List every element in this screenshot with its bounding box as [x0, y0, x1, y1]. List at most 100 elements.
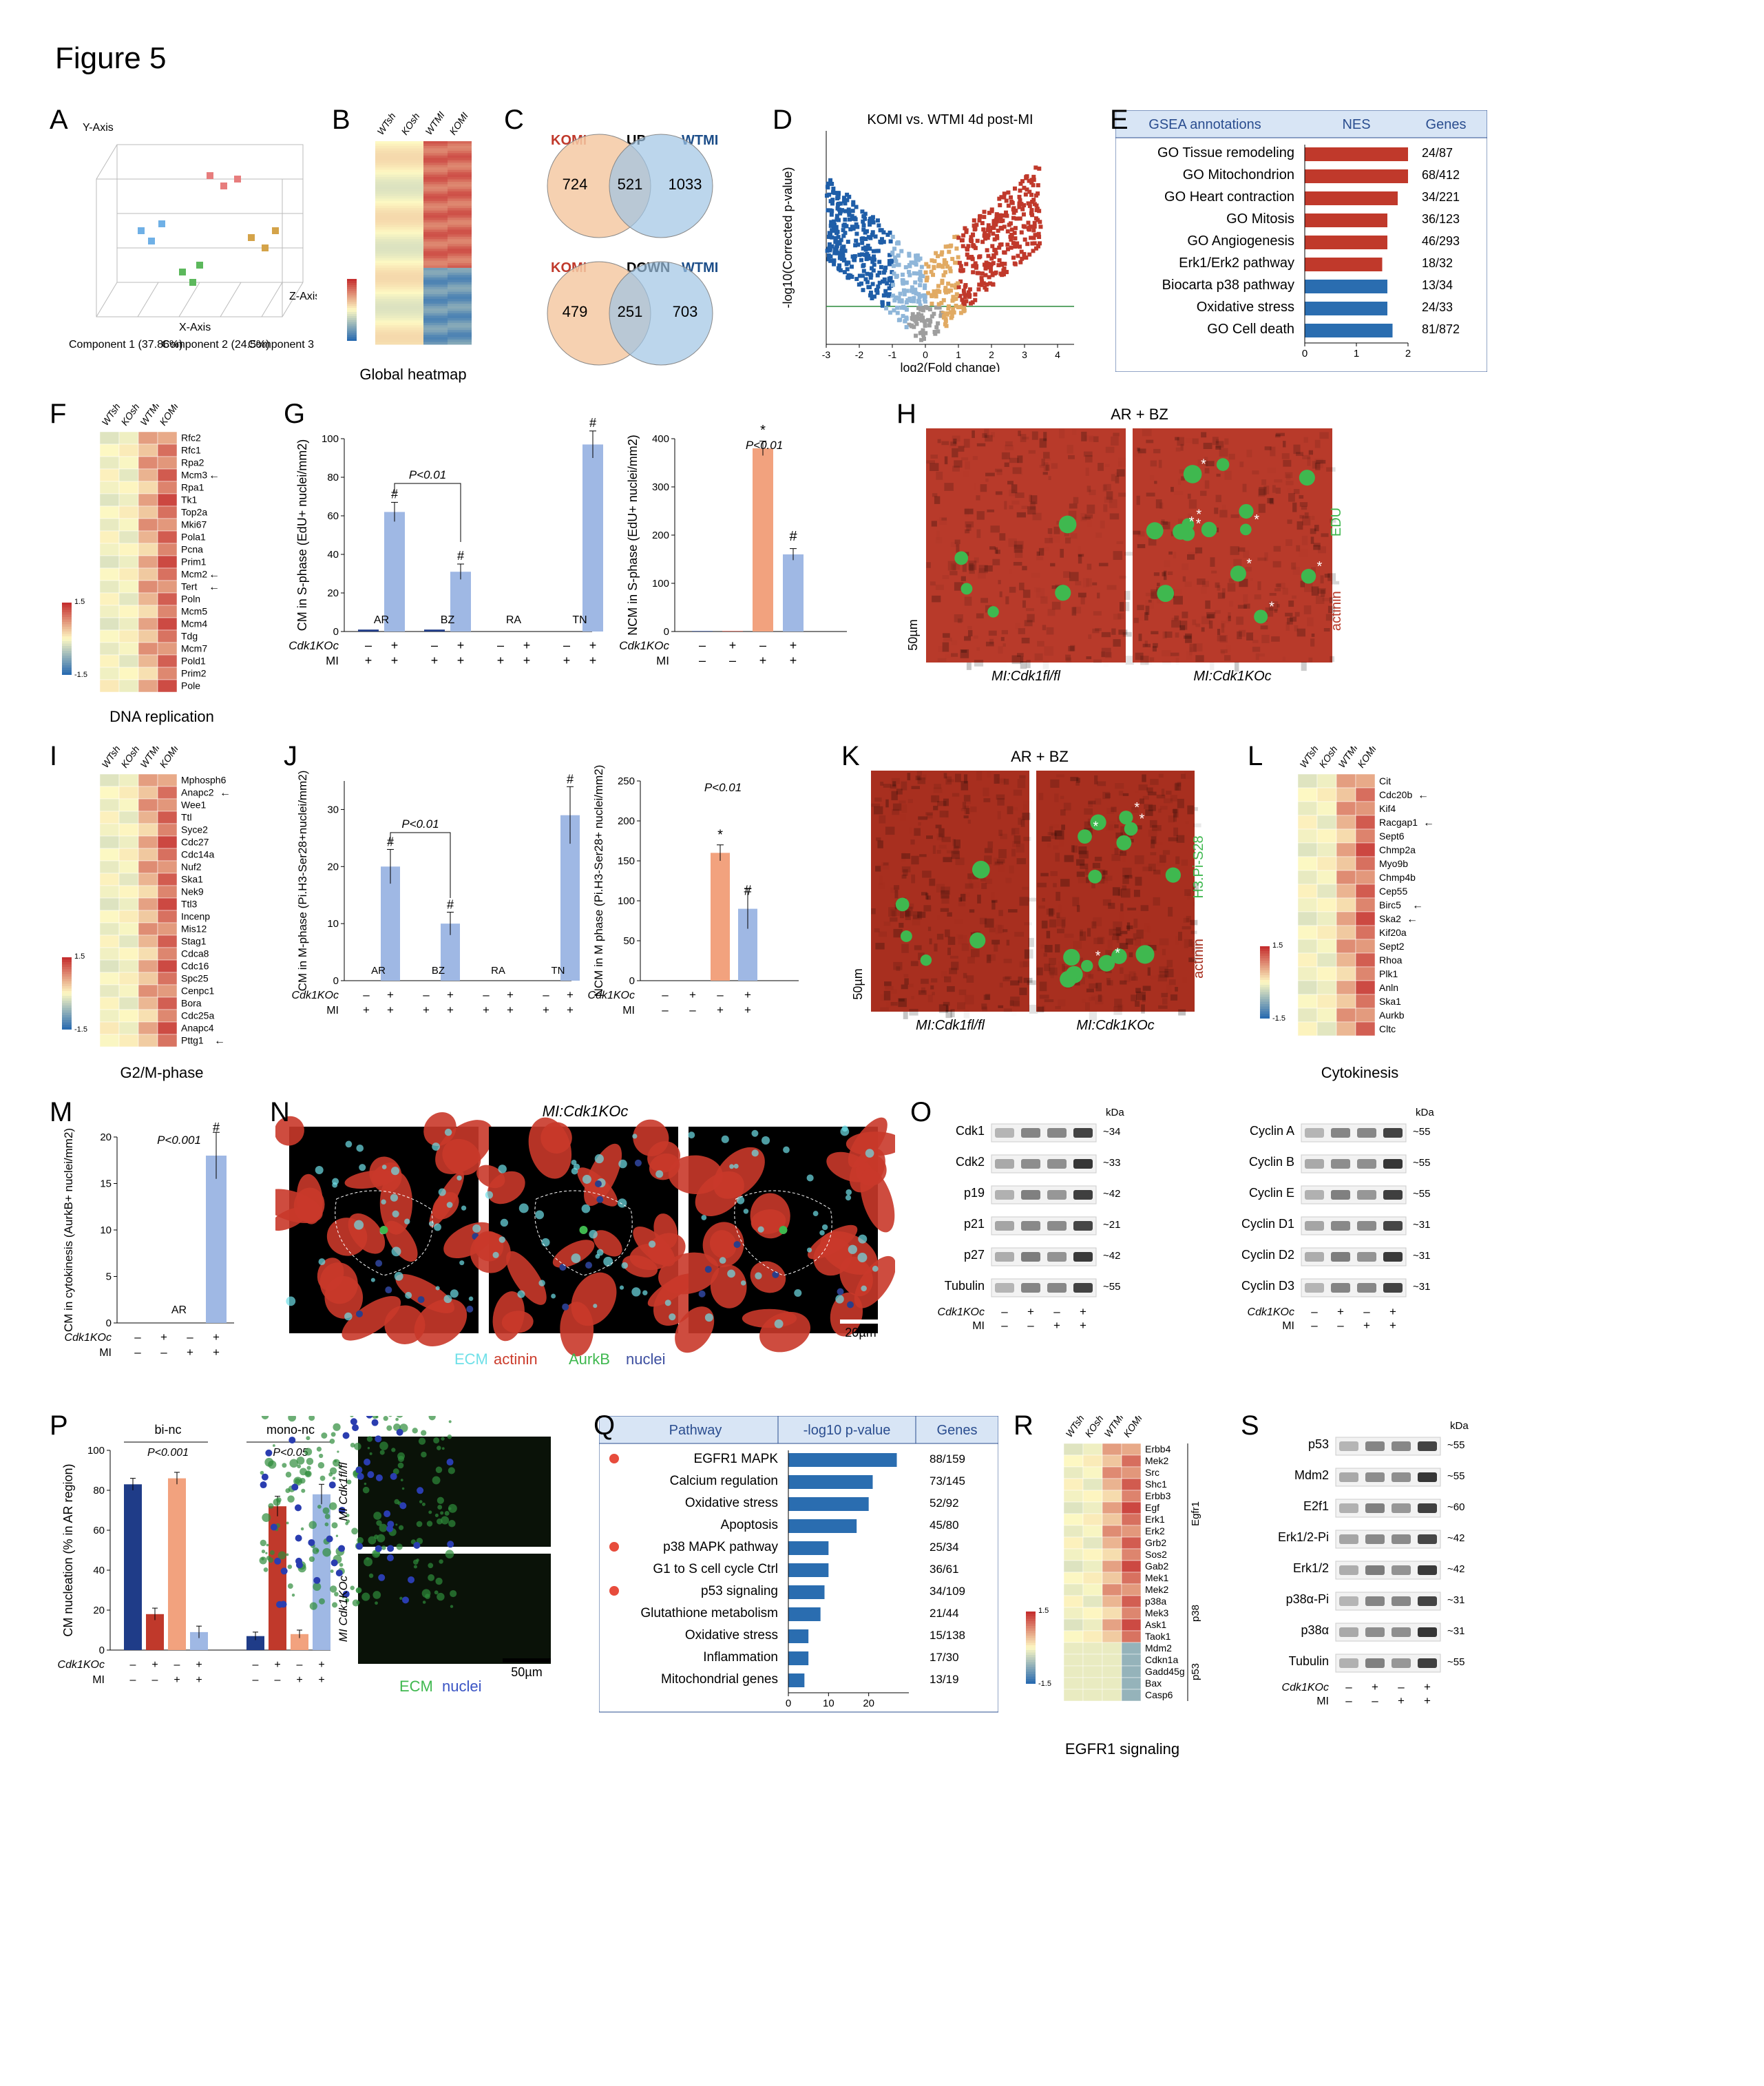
svg-text:kDa: kDa — [1450, 1420, 1469, 1432]
svg-text:WTMI: WTMI — [1102, 1416, 1126, 1439]
svg-text:0: 0 — [923, 349, 928, 360]
svg-text:Apoptosis: Apoptosis — [721, 1518, 778, 1532]
svg-text:p38: p38 — [1190, 1605, 1201, 1622]
svg-text:←: ← — [220, 787, 231, 799]
svg-text:-3: -3 — [822, 349, 831, 360]
svg-text:P<0.05: P<0.05 — [273, 1447, 308, 1459]
panel-I: I WTshKOshWTMIKOMIMphosph6Anapc2←Wee1Ttl… — [55, 747, 269, 1082]
svg-text:Nuf2: Nuf2 — [181, 862, 202, 873]
svg-text:+: + — [1372, 1680, 1378, 1693]
svg-text:80: 80 — [327, 472, 339, 483]
svg-text:kDa: kDa — [1106, 1107, 1124, 1118]
panel-C: C KOMIUPWTMI7245211033KOMIDOWNWTMI479251… — [510, 110, 757, 375]
svg-text:Erk1/Erk2 pathway: Erk1/Erk2 pathway — [1179, 255, 1294, 271]
svg-text:–: – — [1398, 1680, 1405, 1693]
svg-text:Erk2: Erk2 — [1145, 1525, 1165, 1536]
svg-text:+: + — [563, 654, 571, 667]
svg-text:←: ← — [209, 569, 220, 581]
svg-text:–: – — [134, 1346, 141, 1359]
svg-text:Gab2: Gab2 — [1145, 1561, 1168, 1572]
svg-text:2: 2 — [989, 349, 994, 360]
western-S: kDap53~55Mdm2~55E2f1~60Erk1/2-Pi~42Erk1/… — [1246, 1416, 1522, 1733]
svg-text:20: 20 — [327, 587, 339, 599]
axis-z: Z-Axis — [289, 291, 317, 302]
svg-text:81/872: 81/872 — [1422, 322, 1460, 336]
svg-text:GO Angiogenesis: GO Angiogenesis — [1187, 233, 1294, 249]
svg-text:+: + — [213, 1346, 220, 1359]
svg-text:+: + — [423, 1003, 430, 1016]
svg-text:CM nucleation (% in AR region): CM nucleation (% in AR region) — [61, 1463, 75, 1636]
svg-text:Pold1: Pold1 — [181, 656, 206, 667]
svg-text:+: + — [213, 1331, 220, 1344]
svg-text:Cdk1KOc: Cdk1KOc — [292, 990, 339, 1001]
svg-text:68/412: 68/412 — [1422, 168, 1460, 182]
row-4: M 05101520CM in cytokinesis (AurkB+ nucl… — [55, 1103, 1709, 1395]
svg-text:p38a: p38a — [1145, 1596, 1166, 1607]
svg-text:Erbb3: Erbb3 — [1145, 1490, 1171, 1501]
svg-text:MI:Cdk1fl/fl: MI:Cdk1fl/fl — [991, 669, 1061, 684]
svg-text:–: – — [253, 1659, 259, 1671]
svg-text:Cdk1KOc: Cdk1KOc — [58, 1659, 105, 1671]
svg-text:Cdk1: Cdk1 — [956, 1124, 985, 1138]
svg-text:Anln: Anln — [1379, 982, 1398, 993]
micrograph-K: AR + BZ*****MI:Cdk1fl/flMI:Cdk1KOc50µmH3… — [847, 747, 1232, 1070]
svg-text:*: * — [1140, 812, 1145, 827]
svg-text:18/32: 18/32 — [1422, 256, 1453, 270]
svg-text:*: * — [1316, 559, 1322, 574]
svg-text:36/61: 36/61 — [930, 1563, 959, 1576]
svg-text:0: 0 — [333, 626, 339, 638]
micrograph-N: MI:Cdk1KOc20µmECMactininAurkBnuclei — [275, 1103, 895, 1392]
svg-text:Cyclin E: Cyclin E — [1249, 1186, 1294, 1200]
svg-text:+: + — [483, 1003, 490, 1016]
svg-text:+: + — [160, 1331, 167, 1344]
svg-text:MI:Cdk1KOc: MI:Cdk1KOc — [543, 1103, 629, 1120]
svg-text:KOMI vs. WTMI 4d post-MI: KOMI vs. WTMI 4d post-MI — [867, 112, 1033, 127]
svg-text:Sept2: Sept2 — [1379, 941, 1405, 952]
svg-text:CM in cytokinesis (AurkB+ nucl: CM in cytokinesis (AurkB+ nuclei/mm2) — [62, 1128, 75, 1332]
panel-L-caption: Cytokinesis — [1253, 1064, 1467, 1082]
svg-text:Cyclin D3: Cyclin D3 — [1241, 1279, 1294, 1293]
svg-text:WTMI: WTMI — [138, 404, 162, 428]
svg-text:←: ← — [209, 581, 220, 593]
svg-text:+: + — [1389, 1319, 1396, 1332]
svg-text:Prim1: Prim1 — [181, 556, 207, 567]
svg-text:Syce2: Syce2 — [181, 824, 208, 835]
svg-text:NES: NES — [1342, 117, 1370, 132]
svg-text:Racgap1: Racgap1 — [1379, 817, 1418, 828]
pca-3d-plot: Y-Axis Z-Axis X-Axis Component 1 (37.86%… — [55, 110, 317, 358]
svg-text:Cyclin D2: Cyclin D2 — [1241, 1248, 1294, 1262]
svg-text:+: + — [567, 988, 574, 1001]
svg-text:NCM in M phase (Pi.H3-Ser28+ n: NCM in M phase (Pi.H3-Ser28+ nuclei/mm2) — [592, 765, 605, 997]
svg-text:0: 0 — [333, 975, 339, 987]
svg-text:BZ: BZ — [441, 614, 455, 626]
svg-text:Nek9: Nek9 — [181, 886, 204, 897]
svg-text:MI: MI — [656, 654, 669, 667]
svg-text:MI: MI — [972, 1320, 985, 1332]
svg-text:#: # — [213, 1120, 220, 1134]
svg-text:88/159: 88/159 — [930, 1452, 965, 1466]
svg-text:Erk1/2: Erk1/2 — [1293, 1561, 1329, 1575]
svg-text:-log10(Corrected p-value): -log10(Corrected p-value) — [781, 167, 795, 308]
svg-text:+: + — [1363, 1319, 1370, 1332]
svg-text:479: 479 — [563, 303, 588, 320]
svg-text:300: 300 — [652, 481, 669, 493]
svg-text:20: 20 — [863, 1698, 874, 1709]
svg-text:+: + — [457, 654, 465, 667]
svg-text:p53: p53 — [1308, 1437, 1329, 1451]
svg-text:20µm: 20µm — [845, 1326, 876, 1339]
svg-text:Rfc2: Rfc2 — [181, 432, 201, 444]
svg-text:10: 10 — [100, 1224, 112, 1236]
svg-text:~42: ~42 — [1447, 1532, 1464, 1544]
svg-text:~55: ~55 — [1413, 1157, 1430, 1169]
svg-text:-log10 p-value: -log10 p-value — [804, 1423, 891, 1438]
svg-text:15: 15 — [100, 1178, 112, 1190]
panel-label-N: N — [270, 1097, 290, 1128]
svg-text:–: – — [1345, 1694, 1352, 1707]
svg-text:Mek2: Mek2 — [1145, 1584, 1168, 1595]
svg-text:Cdk1KOc: Cdk1KOc — [289, 639, 339, 652]
svg-text:–: – — [187, 1331, 193, 1344]
svg-text:~31: ~31 — [1413, 1219, 1430, 1231]
svg-text:100: 100 — [87, 1445, 105, 1457]
svg-text:Egfr1: Egfr1 — [1190, 1501, 1201, 1526]
svg-text:Birc5: Birc5 — [1379, 899, 1401, 910]
